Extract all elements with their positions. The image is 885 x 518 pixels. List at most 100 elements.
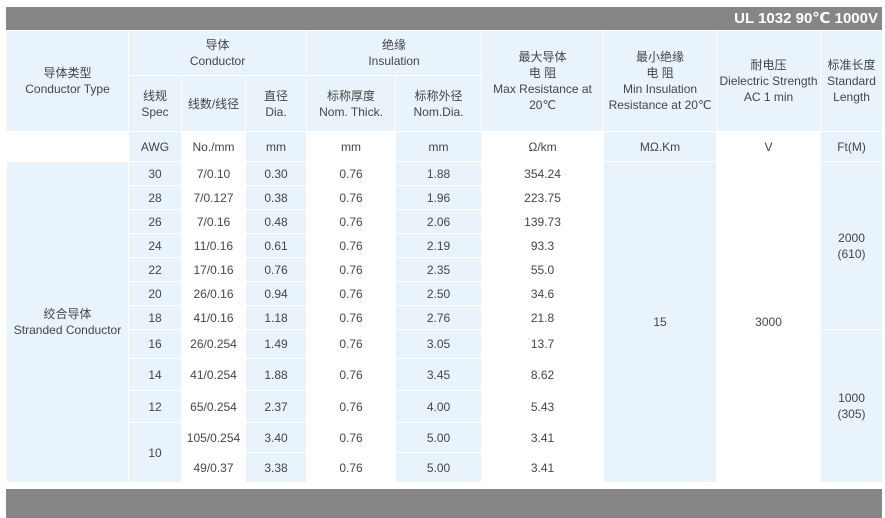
- dia-cell: 1.49: [244, 329, 308, 359]
- dia-cell: 1.88: [244, 358, 308, 391]
- dia-cell: 0.48: [244, 209, 308, 234]
- thick-cell: 0.76: [306, 358, 397, 391]
- dia-cell: 1.18: [244, 305, 308, 330]
- resistance-cell: 55.0: [481, 257, 605, 282]
- resistance-cell: 3.41: [481, 452, 605, 483]
- table-row: 28 7/0.127 0.38 0.76 1.96 223.75: [7, 185, 883, 210]
- thick-cell: 0.76: [306, 185, 397, 210]
- nomdia-cell: 3.05: [395, 329, 483, 359]
- resistance-cell: 8.62: [481, 358, 605, 391]
- units-cell: No./mm: [181, 131, 246, 162]
- nomdia-cell: 2.06: [395, 209, 483, 234]
- nomdia-cell: 5.00: [395, 422, 483, 453]
- resistance-cell: 139.73: [481, 209, 605, 234]
- dia-cell: 0.61: [244, 233, 308, 258]
- table-row: 22 17/0.16 0.76 0.76 2.35 55.0: [7, 257, 883, 282]
- resistance-cell: 13.7: [481, 329, 605, 359]
- table-row: 12 65/0.254 2.37 0.76 4.00 5.43: [7, 390, 883, 423]
- strand-cell: 49/0.37: [181, 452, 246, 483]
- strand-cell: 11/0.16: [181, 233, 246, 258]
- header-nominal-diameter: 标称外径 Nom.Dia.: [395, 75, 483, 132]
- awg-cell: 14: [128, 358, 182, 391]
- awg-cell: 26: [128, 209, 182, 234]
- min-insulation-cell: 15: [603, 161, 718, 483]
- thick-cell: 0.76: [306, 257, 397, 282]
- footer-bar: [6, 489, 882, 518]
- units-row: AWG No./mm mm mm mm Ω/km MΩ.Km V Ft(M): [6, 131, 884, 162]
- resistance-cell: 354.24: [481, 161, 605, 186]
- nomdia-cell: 3.45: [395, 358, 483, 391]
- units-cell: mm: [395, 131, 483, 162]
- units-cell: mm: [244, 131, 308, 162]
- nomdia-cell: 5.00: [395, 452, 483, 483]
- thick-cell: 0.76: [306, 161, 397, 186]
- nomdia-cell: 2.76: [395, 305, 483, 330]
- awg-cell: 22: [128, 257, 182, 282]
- strand-cell: 17/0.16: [181, 257, 246, 282]
- strand-cell: 7/0.16: [181, 209, 246, 234]
- table-row: 14 41/0.254 1.88 0.76 3.45 8.62: [7, 358, 883, 391]
- nomdia-cell: 2.50: [395, 281, 483, 306]
- resistance-cell: 21.8: [481, 305, 605, 330]
- nomdia-cell: 1.88: [395, 161, 483, 186]
- resistance-cell: 223.75: [481, 185, 605, 210]
- thick-cell: 0.76: [306, 452, 397, 483]
- strand-cell: 26/0.16: [181, 281, 246, 306]
- header-nominal-thickness: 标称厚度 Nom. Thick.: [306, 75, 397, 132]
- dia-cell: 3.40: [244, 422, 308, 453]
- header-spec: 线规 Spec: [128, 75, 182, 132]
- strand-cell: 105/0.254: [181, 422, 246, 453]
- dia-cell: 2.37: [244, 390, 308, 423]
- resistance-cell: 5.43: [481, 390, 605, 423]
- awg-cell: 12: [128, 390, 182, 423]
- dielectric-cell: 3000: [716, 161, 822, 483]
- nomdia-cell: 2.19: [395, 233, 483, 258]
- table-row: 18 41/0.16 1.18 0.76 2.76 21.8: [7, 305, 883, 330]
- units-cell: Ft(M): [820, 131, 884, 162]
- awg-cell: 18: [128, 305, 182, 330]
- thick-cell: 0.76: [306, 209, 397, 234]
- thick-cell: 0.76: [306, 305, 397, 330]
- title-bar: UL 1032 90℃ 1000V: [6, 7, 882, 30]
- dia-cell: 0.76: [244, 257, 308, 282]
- strand-cell: 65/0.254: [181, 390, 246, 423]
- table-row: 16 26/0.254 1.49 0.76 3.05 13.7 1000 (305…: [7, 329, 884, 483]
- thick-cell: 0.76: [306, 281, 397, 306]
- awg-cell: 28: [128, 185, 182, 210]
- table-row: 26 7/0.16 0.48 0.76 2.06 139.73: [7, 209, 883, 234]
- nomdia-cell: 4.00: [395, 390, 483, 423]
- thick-cell: 0.76: [306, 233, 397, 258]
- resistance-cell: 3.41: [481, 422, 605, 453]
- conductor-type-cell: 绞合导体 Stranded Conductor: [6, 161, 129, 483]
- length-cell-a: 2000 (610): [820, 161, 884, 330]
- header-insulation: 绝缘 Insulation: [306, 30, 483, 76]
- dia-cell: 0.38: [244, 185, 308, 210]
- header-dielectric: 耐电压 Dielectric Strength AC 1 min: [716, 30, 822, 132]
- units-cell: V: [716, 131, 822, 162]
- length-cell-b: 1000 (305): [820, 329, 884, 483]
- spec-table: 导体类型 Conductor Type 导体 Conductor 绝缘 Insulat…: [6, 30, 884, 483]
- dia-cell: 0.94: [244, 281, 308, 306]
- units-cell: MΩ.Km: [603, 131, 718, 162]
- awg-cell: 24: [128, 233, 182, 258]
- strand-cell: 41/0.16: [181, 305, 246, 330]
- units-cell: Ω/km: [481, 131, 605, 162]
- header-max-resistance: 最大导体电 阻 Max Resistance at 20℃: [481, 30, 605, 132]
- units-cell: AWG: [128, 131, 182, 162]
- table-row: 绞合导体 Stranded Conductor 30 7/0.10 0.30 0.…: [6, 161, 884, 483]
- header-min-insulation: 最小绝缘电 阻 Min Insulation Resistance at 20℃: [603, 30, 718, 132]
- header-conductor-type: 导体类型 Conductor Type: [6, 30, 129, 132]
- table-row: 10 105/0.254 3.40 0.76 5.00 3.41: [7, 422, 883, 483]
- table-row: 20 26/0.16 0.94 0.76 2.50 34.6: [7, 281, 883, 306]
- nomdia-cell: 2.35: [395, 257, 483, 282]
- strand-cell: 7/0.10: [181, 161, 246, 186]
- header-diameter: 直径 Dia.: [244, 75, 308, 132]
- dia-cell: 0.30: [244, 161, 308, 186]
- dia-cell: 3.38: [244, 452, 308, 483]
- awg-cell: 16: [128, 329, 182, 359]
- strand-cell: 41/0.254: [181, 358, 246, 391]
- table-title: UL 1032 90℃ 1000V: [734, 10, 878, 27]
- awg-cell: 30: [128, 161, 182, 186]
- table-row: 24 11/0.16 0.61 0.76 2.19 93.3: [7, 233, 883, 258]
- units-cell: [6, 131, 129, 162]
